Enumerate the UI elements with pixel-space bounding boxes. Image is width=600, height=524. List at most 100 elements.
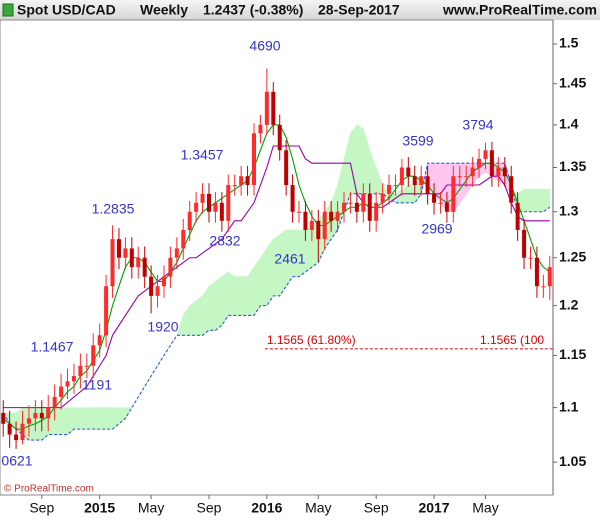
candle-body — [258, 124, 263, 134]
cloud-segment — [99, 407, 107, 430]
cloud-segment — [195, 295, 203, 336]
annotation: 4690 — [249, 38, 280, 54]
y-tick-label: 1.1 — [559, 398, 579, 414]
candle-body — [206, 193, 211, 212]
candle-body — [541, 286, 546, 288]
candle-body — [284, 150, 289, 186]
candle-body — [245, 176, 250, 186]
candle-body — [239, 176, 244, 186]
annotation: 1.2835 — [92, 201, 135, 217]
cloud-segment — [234, 276, 242, 316]
candle-body — [155, 286, 160, 296]
candle-body — [142, 257, 147, 277]
candle-body — [342, 202, 347, 212]
candle-body — [78, 365, 83, 377]
base-line — [3, 145, 550, 409]
candle-body — [515, 202, 520, 230]
candle-body — [528, 257, 533, 259]
candle-body — [65, 381, 70, 387]
y-tick-label: 1.5 — [559, 35, 579, 51]
candle-body — [20, 423, 25, 441]
candle-body — [361, 193, 366, 212]
candle-body — [489, 150, 494, 177]
y-tick-label: 1.3 — [559, 202, 579, 218]
symbol: Spot USD/CAD — [17, 2, 116, 18]
cloud-segment — [92, 407, 100, 430]
candle-body — [168, 257, 173, 277]
candle-body — [477, 158, 482, 168]
candle-body — [444, 202, 449, 212]
cloud-segment — [260, 247, 268, 306]
candle-body — [181, 229, 186, 249]
candle-body — [470, 167, 475, 177]
fib-label: 1.1565 (61.80%) — [267, 333, 356, 347]
candle-body — [264, 91, 269, 125]
annotation: 3794 — [462, 117, 493, 133]
y-tick-label: 1.45 — [559, 74, 586, 90]
candle-body — [194, 202, 199, 212]
y-tick-label: 1.2 — [559, 296, 579, 312]
cloud-segment — [356, 124, 364, 195]
candle-body — [502, 167, 507, 177]
candle-body — [367, 193, 372, 221]
candle-body — [509, 176, 514, 203]
candle-body — [84, 365, 89, 367]
candle-body — [187, 211, 192, 230]
header-bar — [0, 0, 600, 20]
candle-body — [123, 248, 128, 258]
candle-body — [322, 211, 327, 240]
cloud-segment — [86, 407, 94, 430]
annotation: 1191 — [82, 377, 112, 393]
cloud-segment — [266, 238, 274, 307]
candle-body — [399, 167, 404, 186]
period: Weekly — [140, 2, 188, 18]
candle-body — [547, 267, 552, 287]
candle-body — [290, 185, 295, 212]
candle-body — [97, 335, 102, 346]
candle-body — [271, 91, 276, 125]
cloud-segment — [54, 407, 62, 435]
candle-body — [200, 193, 205, 203]
cloud-segment — [189, 300, 197, 336]
annotation: 2969 — [421, 221, 452, 237]
candle-body — [277, 124, 282, 151]
candle-body — [496, 167, 501, 177]
candle-body — [387, 185, 392, 194]
cloud-segment — [523, 189, 531, 213]
candle-body — [136, 257, 141, 268]
cloud-segment — [227, 271, 236, 316]
axes: 1.05 1.1 1.15 1.2 1.25 1.3 1.35 1.4 1.45 1.5 Sep 20… — [29, 20, 586, 516]
candle-body — [464, 176, 469, 178]
candle-body — [52, 397, 57, 408]
cloud-segment — [350, 123, 358, 195]
candle-body — [149, 276, 154, 296]
annotation: 2461 — [274, 251, 305, 267]
candle-body — [91, 345, 96, 366]
candle-body — [354, 202, 359, 212]
x-tick-label: Sep — [197, 500, 222, 516]
fib-label: 1.1565 (100 — [480, 333, 544, 347]
copyright: © ProRealTime.com — [4, 484, 94, 495]
y-tick-label: 1.15 — [559, 346, 586, 362]
candle-body — [316, 220, 321, 240]
y-tick-label: 1.4 — [559, 116, 579, 132]
candle-body — [129, 248, 134, 268]
candle-body — [14, 434, 19, 441]
candle-body — [213, 202, 218, 212]
cloud-segment — [305, 224, 313, 273]
candle-body — [425, 176, 430, 194]
candle-body — [457, 176, 462, 178]
cloud-segment — [240, 276, 248, 316]
cloud-segment — [530, 189, 538, 213]
cloud-segment — [105, 407, 113, 430]
site: www.ProRealTime.com — [442, 2, 597, 18]
x-tick-label: 2016 — [251, 500, 282, 516]
x-tick-label: 2015 — [84, 500, 115, 516]
candle-body — [303, 211, 308, 230]
candle-body — [46, 407, 51, 419]
candle-body — [522, 229, 527, 258]
x-tick-label: Sep — [364, 500, 389, 516]
candle-body — [39, 412, 44, 419]
candle-body — [7, 423, 12, 435]
y-tick-label: 1.25 — [559, 248, 586, 264]
